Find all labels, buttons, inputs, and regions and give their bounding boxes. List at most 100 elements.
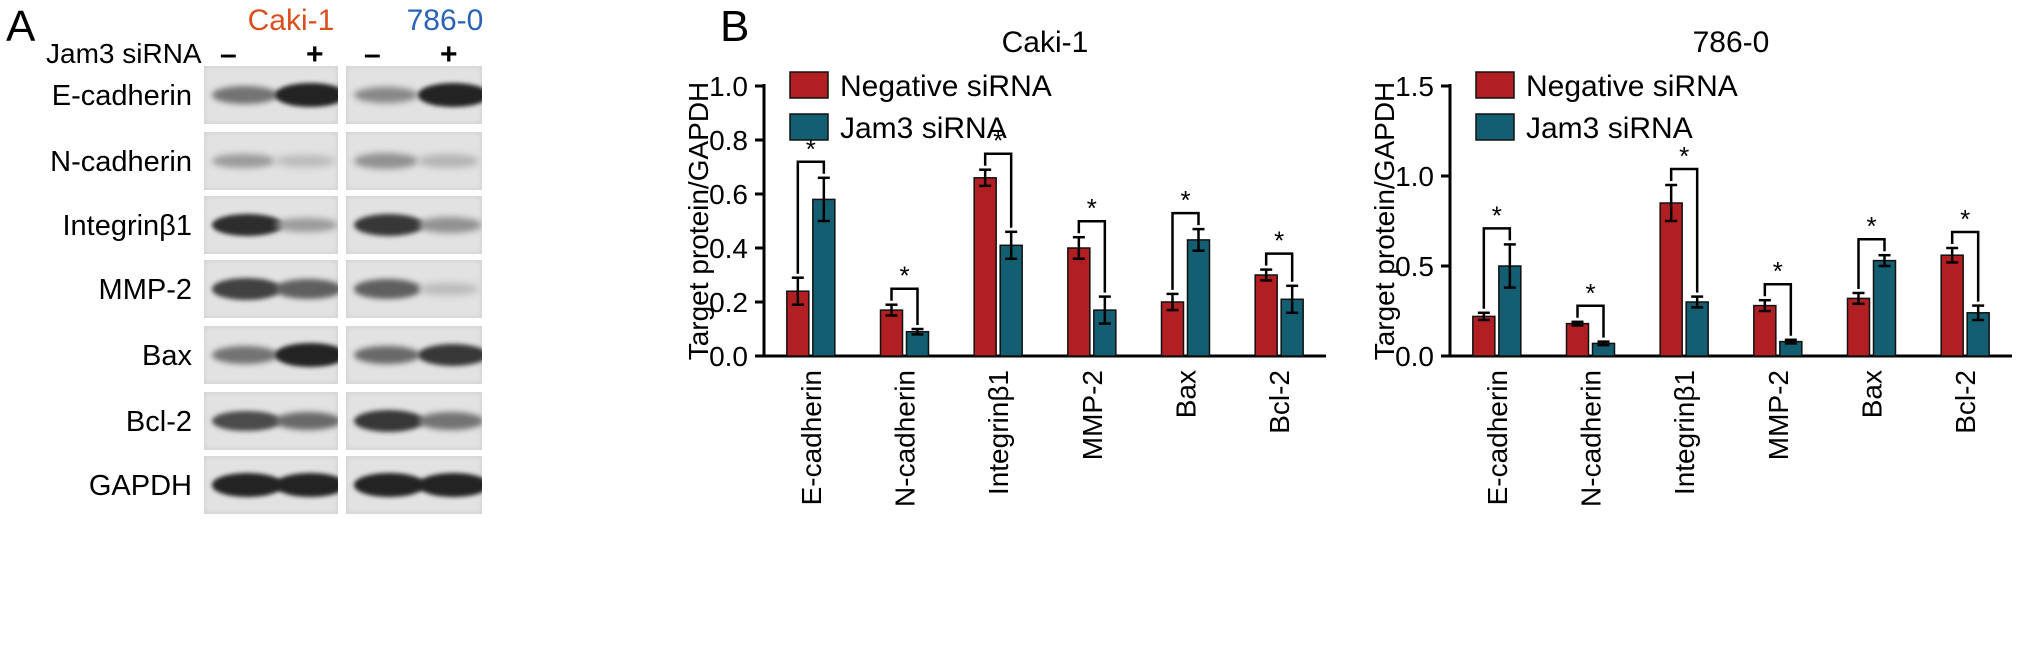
y-tick-label: 0.2: [709, 287, 748, 318]
significance-bracket: [1171, 211, 1200, 290]
significance-bracket: [1950, 230, 1980, 302]
blot-image: [346, 132, 482, 190]
protein-band: [212, 86, 278, 104]
bar-negative-sirna: [1659, 202, 1683, 357]
blot-image: [204, 260, 338, 318]
bar-negative-sirna: [1846, 297, 1871, 357]
protein-band: [212, 213, 283, 237]
blot-image: [204, 456, 338, 514]
sirna-row-label: Jam3 siRNA: [46, 38, 202, 69]
protein-band: [212, 278, 282, 300]
bar-negative-sirna: [1940, 254, 1964, 357]
y-tick-label: 0.0: [709, 341, 748, 372]
blot-image: [204, 132, 338, 190]
protein-band: [418, 412, 482, 430]
x-tick-label: MMP-2: [1763, 370, 1794, 460]
caki-minus-sign: –: [220, 38, 237, 71]
blot-row-label: MMP-2: [98, 274, 192, 306]
y-tick-label: 1.0: [1395, 161, 1434, 192]
legend-swatch-jam3-sirna: [789, 113, 829, 141]
786-minus-sign: –: [364, 38, 381, 71]
bar-negative-sirna: [1254, 274, 1278, 357]
legend-swatch-jam3-sirna: [1475, 113, 1515, 141]
blot-image: [204, 326, 338, 384]
legend-swatch-negative-sirna: [1475, 71, 1515, 99]
significance-marker: *: [899, 261, 909, 291]
blot-row-label: N-cadherin: [50, 146, 192, 178]
cell-line-caki-title: Caki-1: [247, 4, 335, 37]
significance-marker: *: [1773, 256, 1783, 286]
blot-row-label: E-cadherin: [51, 80, 192, 112]
x-tick-label: N-cadherin: [890, 370, 921, 507]
blot-image: [204, 66, 338, 124]
significance-bracket: [1077, 219, 1107, 293]
caki-plus-sign: +: [306, 38, 324, 71]
significance-marker: *: [1960, 204, 1970, 234]
x-tick-label: Bcl-2: [1950, 370, 1981, 434]
x-tick-label: Bax: [1857, 370, 1888, 418]
significance-bracket: [890, 287, 919, 325]
x-tick-label: Bcl-2: [1264, 370, 1295, 434]
blot-image: [346, 66, 482, 124]
x-tick-label: N-cadherin: [1576, 370, 1607, 507]
significance-marker: *: [1492, 200, 1502, 230]
bar-negative-sirna: [879, 309, 904, 357]
blot-image: [346, 326, 482, 384]
significance-marker: *: [1180, 185, 1190, 215]
protein-band: [418, 473, 482, 497]
legend-label-jam3-sirna: Jam3 siRNA: [840, 112, 1007, 145]
protein-band: [212, 346, 278, 364]
significance-bracket: [1482, 227, 1512, 309]
x-tick-label: Integrinβ1: [1669, 370, 1700, 495]
protein-band: [354, 473, 426, 497]
blot-image: [204, 196, 338, 254]
protein-band: [418, 282, 479, 296]
bar-jam3-sirna: [1872, 259, 1897, 357]
x-tick-label: Integrinβ1: [983, 370, 1014, 495]
legend-label-jam3-sirna: Jam3 siRNA: [1526, 112, 1693, 145]
blot-image: [346, 196, 482, 254]
protein-band: [275, 279, 338, 299]
protein-band: [275, 154, 336, 168]
protein-band: [275, 411, 338, 431]
786-plus-sign: +: [440, 38, 458, 71]
bar-negative-sirna: [1565, 322, 1590, 357]
bar-negative-sirna: [1472, 315, 1496, 357]
protein-band: [275, 217, 338, 233]
significance-marker: *: [1087, 193, 1097, 223]
bar-negative-sirna: [1067, 247, 1091, 357]
significance-marker: *: [1679, 141, 1689, 171]
y-tick-label: 0.0: [1395, 341, 1434, 372]
blot-row-label: GAPDH: [88, 470, 192, 502]
chart-title: 786-0: [1693, 26, 1770, 59]
bar-negative-sirna: [1753, 304, 1777, 357]
bar-jam3-sirna: [999, 244, 1023, 357]
y-tick-label: 1.5: [1395, 71, 1434, 102]
y-tick-label: 0.6: [709, 179, 748, 210]
legend-swatch-negative-sirna: [789, 71, 829, 99]
blot-image: [346, 456, 482, 514]
protein-band: [275, 83, 338, 107]
significance-bracket: [1264, 252, 1294, 282]
significance-marker: *: [1866, 211, 1876, 241]
y-tick-label: 0.4: [709, 233, 748, 264]
protein-band: [418, 344, 482, 366]
panel-b-letter: B: [720, 2, 750, 51]
protein-band: [354, 410, 424, 432]
protein-band: [354, 345, 421, 365]
significance-marker: *: [806, 134, 816, 164]
significance-bracket: [1669, 167, 1699, 293]
y-axis-label: Target protein/GAPDH: [683, 82, 714, 361]
y-axis-label: Target protein/GAPDH: [1369, 82, 1400, 361]
protein-band: [418, 83, 482, 107]
blot-image: [346, 392, 482, 450]
cell-line-786-title: 786-0: [406, 4, 484, 37]
blot-row-label: Bcl-2: [125, 406, 192, 438]
blot-image: [346, 260, 482, 318]
blot-row-label: Bax: [142, 340, 192, 372]
y-tick-label: 0.8: [709, 125, 748, 156]
protein-band: [354, 214, 424, 236]
significance-marker: *: [1585, 278, 1595, 308]
bar-jam3-sirna: [1186, 239, 1211, 357]
